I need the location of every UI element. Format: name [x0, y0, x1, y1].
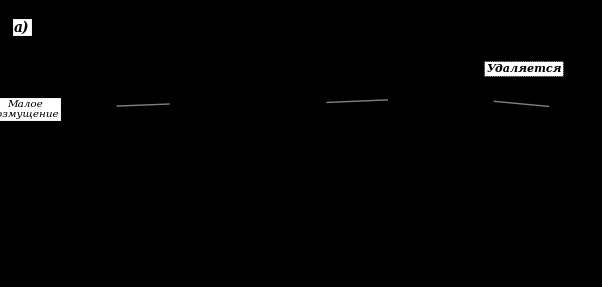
- Bar: [0, 0, 43, 254]
- Text: Z: Z: [107, 0, 115, 6]
- Text: Малое
возмущение: Малое возмущение: [0, 100, 59, 119]
- Text: Z: Z: [476, 0, 484, 6]
- Text: Рис.  12.1. Виды равновесия: Рис. 12.1. Виды равновесия: [208, 267, 394, 280]
- Text: Удаляется: Удаляется: [486, 63, 562, 74]
- Text: б): б): [181, 18, 197, 32]
- Text: Возвращается: Возвращается: [150, 117, 251, 127]
- Bar: [565, 0, 602, 254]
- Text: Замирает: Замирает: [330, 129, 398, 140]
- Text: а): а): [14, 20, 29, 34]
- Text: $\mathbf{P_1}$: $\mathbf{P_1}$: [66, 33, 85, 49]
- Text: $\mathbf{P_3 > P_2}$: $\mathbf{P_3 > P_2}$: [402, 33, 450, 48]
- Text: Z: Z: [307, 0, 315, 6]
- Text: $\mathbf{P_2 > P_1}$: $\mathbf{P_2 > P_1}$: [234, 33, 281, 48]
- Text: в): в): [373, 18, 389, 32]
